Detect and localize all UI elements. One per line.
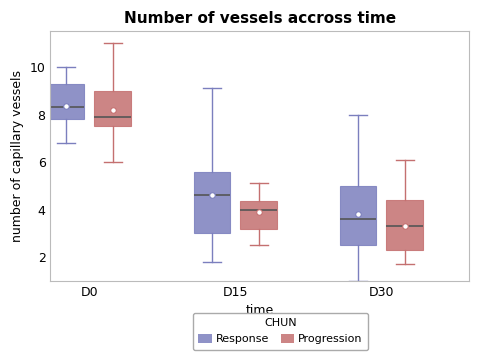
X-axis label: time: time <box>246 304 274 317</box>
PathPatch shape <box>386 200 423 250</box>
Title: Number of vessels accross time: Number of vessels accross time <box>123 11 396 26</box>
Y-axis label: number of capillary vessels: number of capillary vessels <box>11 70 24 242</box>
PathPatch shape <box>340 186 376 245</box>
PathPatch shape <box>240 201 277 229</box>
Legend: Response, Progression: Response, Progression <box>193 313 368 350</box>
PathPatch shape <box>95 91 131 126</box>
PathPatch shape <box>194 172 230 233</box>
PathPatch shape <box>48 84 84 119</box>
